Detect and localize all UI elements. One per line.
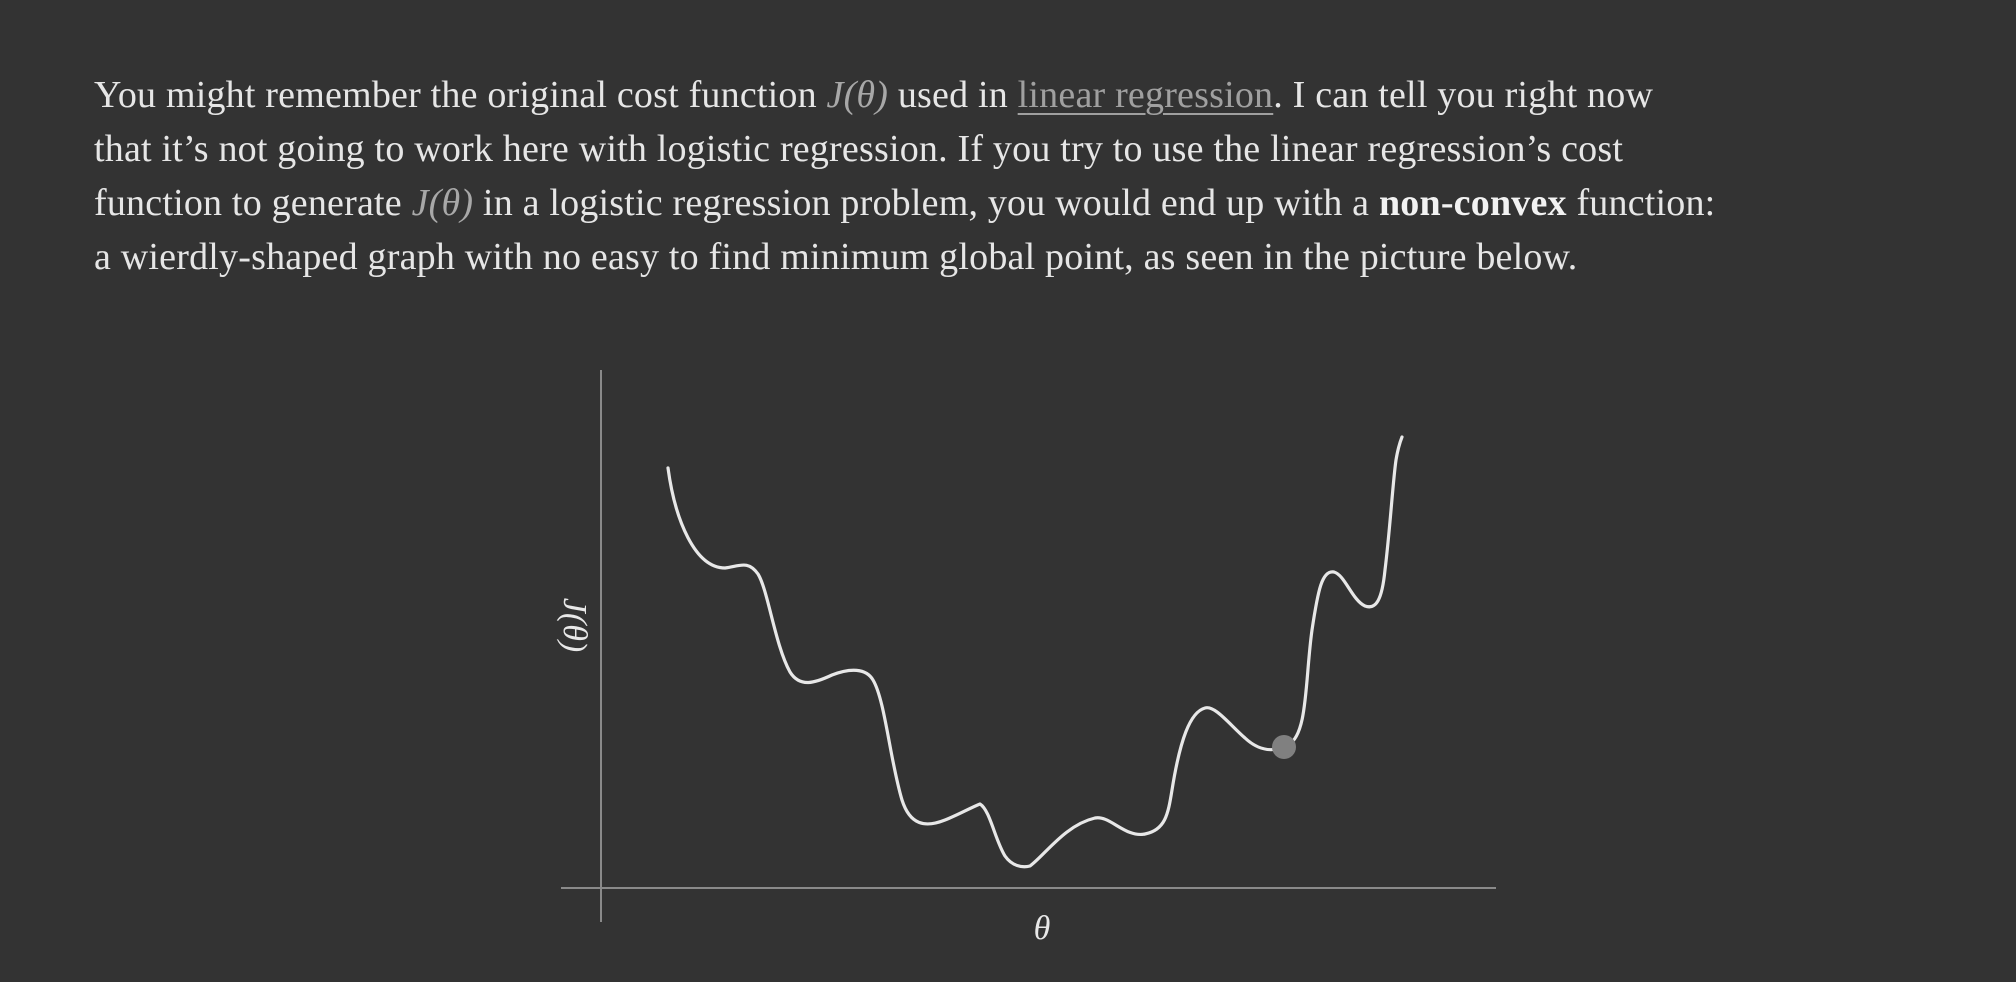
linear-regression-link[interactable]: linear regression: [1017, 74, 1274, 116]
text-segment: You might remember the original cost fun…: [94, 74, 827, 116]
text-segment: . I can tell you right now: [1273, 74, 1654, 116]
local-minimum-point: [1272, 735, 1296, 759]
article-body: You might remember the original cost fun…: [94, 68, 2014, 284]
text-segment: in a logistic regression problem, you wo…: [473, 182, 1379, 224]
text-segment: used in: [888, 74, 1018, 116]
cost-curve: [666, 435, 1404, 869]
paragraph-line-1: You might remember the original cost fun…: [94, 68, 2014, 122]
math-cost-function: J(θ): [411, 182, 474, 224]
paragraph-line-4: a wierdly-shaped graph with no easy to f…: [94, 230, 2014, 284]
text-segment: a wierdly-shaped graph with no easy to f…: [94, 236, 1578, 278]
y-axis-label: J(θ): [556, 598, 593, 652]
paragraph-line-2: that it’s not going to work here with lo…: [94, 122, 2014, 176]
paragraph-line-3: function to generate J(θ) in a logistic …: [94, 176, 2014, 230]
text-segment: that it’s not going to work here with lo…: [94, 128, 1624, 170]
math-cost-function: J(θ): [826, 74, 889, 116]
text-segment: function to generate: [94, 182, 412, 224]
x-axis-label: θ: [1034, 910, 1051, 947]
text-segment: function:: [1566, 182, 1716, 224]
non-convex-emphasis: non-convex: [1378, 182, 1567, 224]
